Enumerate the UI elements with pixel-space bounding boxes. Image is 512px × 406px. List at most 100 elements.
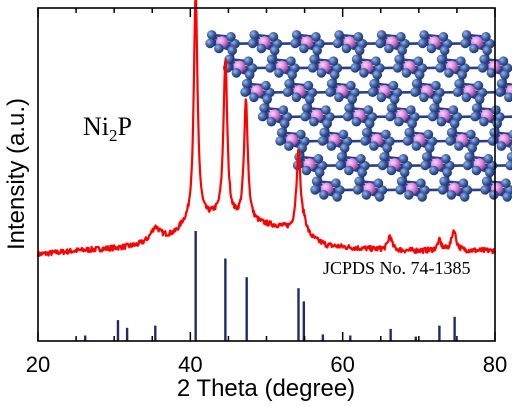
inset-ni-atom [479, 116, 489, 127]
inset-ni-atom [482, 45, 493, 56]
inset-ni-atom [439, 45, 450, 56]
inset-ni-atom [352, 185, 363, 195]
inset-ni-atom [473, 80, 484, 91]
inset-ni-atom [410, 87, 420, 97]
inset-ni-atom [419, 30, 429, 40]
inset-ni-atom [307, 63, 318, 73]
inset-ni-atom [275, 136, 285, 146]
inset-ni-atom [445, 136, 455, 146]
inset-ni-atom [419, 92, 429, 103]
inset-ni-atom [402, 136, 413, 146]
inset-ni-atom [344, 165, 354, 176]
inset-ni-atom [483, 154, 494, 164]
inset-ni-atom [469, 43, 479, 54]
inset-ni-atom [394, 54, 404, 65]
inset-ni-atom [322, 118, 333, 129]
inset-ni-atom [374, 192, 385, 202]
inset-ni-atom [266, 116, 277, 127]
inset-ni-atom [243, 56, 254, 66]
inset-ni-atom [363, 105, 374, 115]
inset-ni-atom [449, 118, 460, 129]
inset-ni-atom [452, 87, 463, 97]
inset-ni-atom [354, 45, 365, 56]
inset-ni-atom [462, 160, 473, 171]
inset-ni-atom [505, 160, 512, 171]
inset-ni-atom [420, 160, 430, 171]
inset-ni-atom [367, 87, 378, 97]
inset-ni-atom [262, 94, 273, 105]
inset-ni-atom [334, 30, 344, 40]
inset-ni-atom [336, 152, 347, 162]
inset-ni-atom [426, 43, 437, 54]
inset-ni-atom [411, 141, 422, 151]
inset-ni-atom [244, 70, 255, 80]
inset-ni-atom [448, 105, 459, 115]
inset-ni-atom [309, 116, 319, 127]
inset-ni-atom [301, 165, 312, 176]
inset-ni-atom [369, 141, 379, 151]
inset-ni-atom [286, 56, 296, 66]
inset-ni-atom [411, 78, 422, 89]
inset-ni-atom [495, 87, 505, 97]
inset-ni-atom [389, 94, 400, 105]
inset-ni-atom [382, 143, 393, 153]
inset-ni-atom [284, 78, 294, 89]
inset-ni-atom [279, 118, 290, 129]
inset-ni-atom [375, 38, 385, 49]
inset-ni-atom [496, 78, 507, 89]
x-axis-title: 2 Theta (degree) [177, 375, 355, 402]
inset-ni-atom [446, 190, 457, 200]
inset-ni-atom [461, 92, 472, 103]
inset-ni-atom [421, 152, 432, 162]
inset-ni-atom [282, 87, 293, 97]
inset-ni-atom [498, 56, 509, 66]
inset-ni-atom [364, 118, 375, 129]
inset-ni-atom [442, 167, 453, 178]
inset-ni-atom [499, 70, 510, 80]
inset-ni-atom [456, 56, 466, 66]
inset-ni-atom [338, 129, 349, 140]
inset-ni-atom [328, 56, 339, 66]
inset-ni-atom [404, 190, 414, 200]
inset-ni-atom [509, 144, 512, 153]
inset-ni-atom [436, 116, 447, 127]
inset-ni-atom [287, 70, 298, 80]
inset-ni-atom [314, 167, 325, 178]
x-tick-label: 40 [178, 352, 202, 377]
inset-ni-atom [300, 111, 310, 122]
inset-ni-atom [394, 116, 404, 127]
inset-ni-atom [376, 30, 387, 40]
compound-label: Ni2P [83, 112, 132, 145]
inset-ni-atom [331, 178, 341, 188]
inset-ni-atom [481, 32, 491, 42]
inset-ni-atom [496, 141, 507, 151]
inset-ni-atom [334, 92, 344, 103]
inset-ni-atom [369, 78, 379, 89]
inset-ni-atom [316, 68, 327, 78]
inset-ni-atom [341, 43, 352, 54]
inset-ni-atom [332, 38, 343, 49]
inset-ni-atom [471, 103, 482, 113]
inset-ni-atom [461, 30, 472, 40]
inset-ni-atom [471, 165, 482, 176]
inset-ni-atom [321, 105, 331, 115]
inset-ni-atom [466, 129, 476, 140]
inset-ni-atom [379, 152, 389, 162]
inset-ni-atom [310, 185, 320, 195]
inset-ni-atom [291, 92, 302, 103]
inset-ni-atom [385, 111, 395, 122]
inset-ni-atom [226, 32, 236, 42]
inset-ni-atom [401, 68, 412, 78]
inset-ni-atom [276, 127, 287, 138]
inset-ni-atom [399, 167, 410, 178]
inset-ni-atom [284, 141, 294, 151]
inset-ni-atom [309, 54, 319, 65]
inset-ni-atom [392, 63, 403, 73]
inset-ni-atom [329, 70, 340, 80]
inset-ni-atom [489, 127, 499, 138]
inset-ni-atom [417, 38, 428, 49]
reference-label: JCPDS No. 74-1385 [323, 258, 471, 278]
inset-ni-atom [241, 78, 252, 89]
inset-ni-atom [206, 30, 217, 40]
